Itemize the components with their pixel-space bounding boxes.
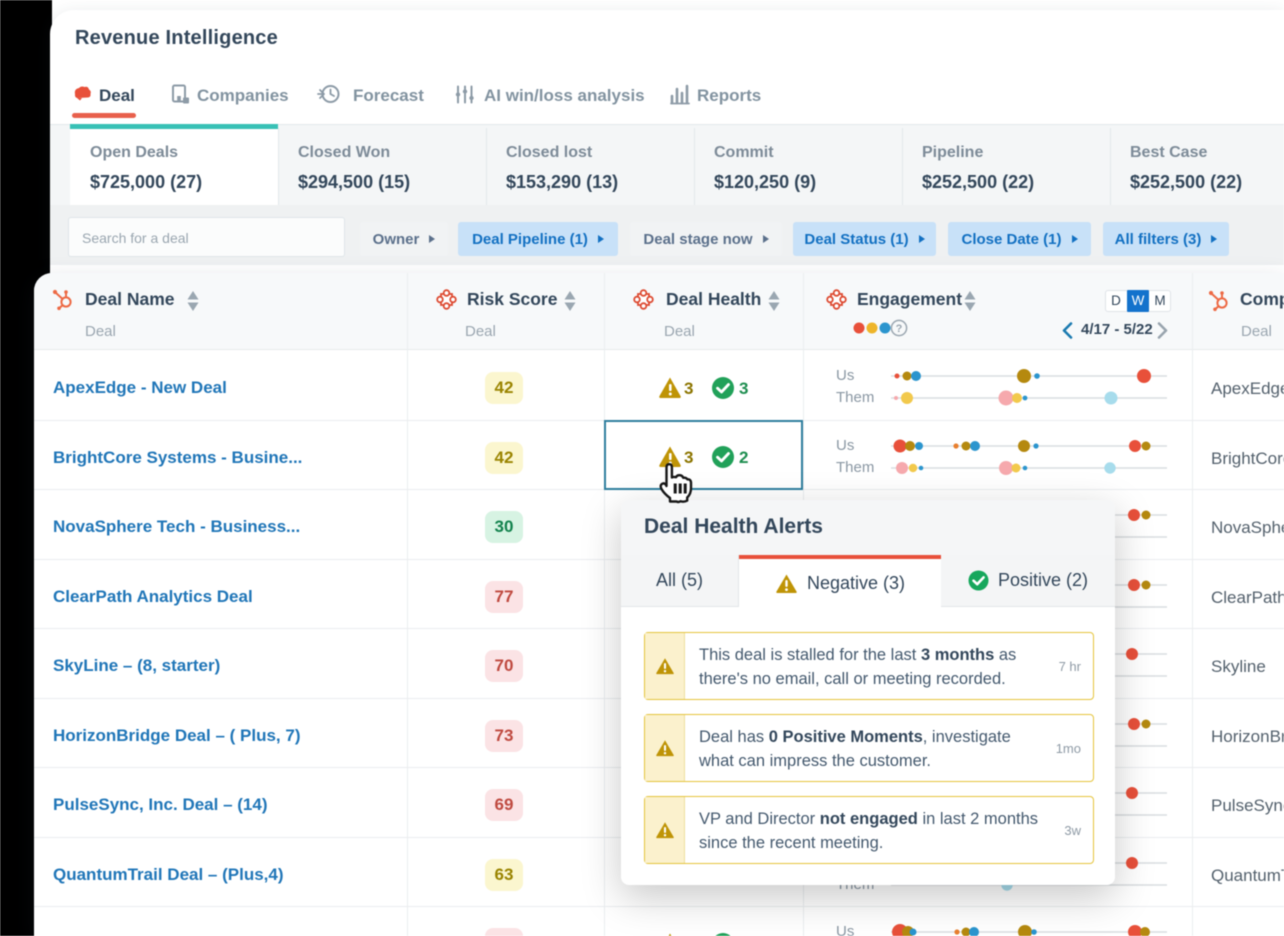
svg-text:3: 3 [739, 379, 748, 398]
svg-text:3: 3 [684, 379, 693, 398]
svg-text:2: 2 [739, 448, 748, 467]
svg-text:?: ? [896, 323, 903, 335]
svg-text:3: 3 [684, 448, 693, 467]
